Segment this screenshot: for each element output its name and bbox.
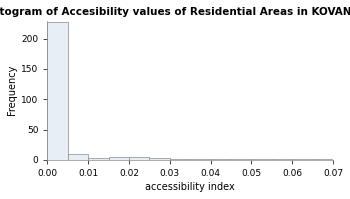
Y-axis label: Frequency: Frequency — [7, 65, 17, 115]
Bar — [129, 157, 149, 160]
Bar — [231, 159, 251, 160]
Bar — [68, 154, 88, 160]
Bar — [170, 159, 190, 160]
Bar — [292, 159, 313, 160]
Bar — [313, 159, 333, 160]
Bar — [211, 159, 231, 160]
Bar — [47, 22, 68, 160]
Bar — [108, 157, 129, 160]
Title: Histogram of Accesibility values of Residential Areas in KOVAN (SpAcc): Histogram of Accesibility values of Resi… — [0, 7, 350, 17]
Bar — [190, 159, 211, 160]
Bar — [333, 159, 350, 160]
Bar — [251, 159, 272, 160]
Bar — [149, 158, 170, 160]
Bar — [88, 158, 108, 160]
X-axis label: accessibility index: accessibility index — [145, 182, 235, 192]
Bar — [272, 159, 292, 160]
